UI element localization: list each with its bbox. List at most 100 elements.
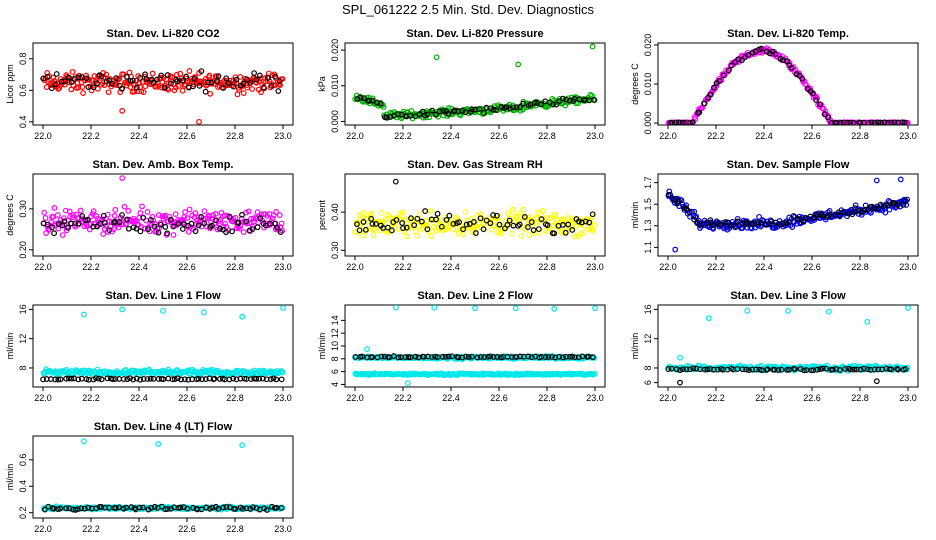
data-point xyxy=(894,202,901,209)
x-tick-label: 22.4 xyxy=(130,262,148,272)
data-point xyxy=(720,72,727,79)
data-point xyxy=(157,221,164,228)
x-tick-label: 22.4 xyxy=(130,393,148,403)
data-point xyxy=(590,354,596,361)
data-point xyxy=(80,90,86,96)
data-point xyxy=(525,353,532,360)
data-point xyxy=(369,95,376,102)
data-point xyxy=(836,212,843,219)
data-point xyxy=(402,354,409,360)
data-point xyxy=(470,229,476,236)
data-point xyxy=(356,227,363,234)
data-point xyxy=(48,85,55,92)
outlier-point xyxy=(551,305,558,312)
data-point xyxy=(100,231,107,237)
data-point xyxy=(195,375,202,382)
data-point xyxy=(853,366,860,373)
data-point xyxy=(735,56,742,63)
y-tick-label: 6 xyxy=(330,369,340,374)
data-point xyxy=(559,95,566,102)
data-point xyxy=(41,209,48,216)
y-tick-label: 1.1 xyxy=(643,241,653,254)
data-point xyxy=(231,80,237,87)
data-point xyxy=(434,210,441,217)
plot-frame xyxy=(32,435,294,519)
data-point xyxy=(244,84,251,91)
data-point xyxy=(790,213,797,219)
data-point xyxy=(432,353,439,360)
data-point xyxy=(414,215,421,222)
x-tick-label: 22.8 xyxy=(851,131,869,141)
plot-frame xyxy=(32,304,294,388)
data-point xyxy=(850,119,857,125)
y-axis-label: ml/min xyxy=(630,333,640,360)
data-point xyxy=(865,120,872,125)
data-point xyxy=(230,375,237,382)
data-point xyxy=(724,219,731,226)
data-point xyxy=(127,84,134,91)
data-point xyxy=(468,106,475,113)
data-point xyxy=(510,104,517,111)
x-tick-label: 22.2 xyxy=(707,262,725,272)
data-point xyxy=(530,227,537,234)
data-point xyxy=(472,230,479,236)
data-point xyxy=(732,223,739,230)
panel-title: Stan. Dev. Line 1 Flow xyxy=(105,290,221,302)
data-point xyxy=(239,505,246,512)
data-point xyxy=(147,375,154,382)
data-point xyxy=(421,112,428,119)
data-point xyxy=(833,120,840,125)
data-point xyxy=(183,73,189,80)
data-point xyxy=(169,218,176,225)
data-point xyxy=(490,354,497,360)
data-point xyxy=(370,232,377,238)
points-sampleflow xyxy=(665,176,911,253)
data-point xyxy=(810,90,816,97)
data-point xyxy=(101,219,108,226)
x-tick-label: 23.0 xyxy=(586,262,604,272)
data-point xyxy=(59,232,66,238)
data-point xyxy=(131,88,138,95)
data-point xyxy=(267,220,273,227)
data-point xyxy=(504,222,511,228)
data-point xyxy=(175,220,182,227)
data-point xyxy=(240,90,247,97)
outlier-point xyxy=(80,311,87,318)
data-point xyxy=(460,226,467,233)
data-point xyxy=(274,224,280,231)
data-point xyxy=(206,72,213,79)
data-point xyxy=(354,221,360,228)
data-point xyxy=(728,62,735,69)
panel-rh: Stan. Dev. Gas Stream RH 22.0 22.2 22.4 22.6… xyxy=(317,159,606,272)
data-point xyxy=(148,76,155,83)
x-tick-label: 22.6 xyxy=(490,131,508,141)
data-point xyxy=(195,222,202,229)
data-point xyxy=(84,216,91,223)
data-point xyxy=(154,76,160,83)
data-point xyxy=(137,228,144,235)
data-point xyxy=(83,75,90,82)
data-point xyxy=(885,202,892,208)
data-point xyxy=(881,202,888,209)
data-point xyxy=(63,505,70,512)
data-point xyxy=(174,78,181,84)
data-point xyxy=(161,84,168,91)
data-point xyxy=(134,88,141,95)
data-point xyxy=(679,366,686,373)
data-point xyxy=(278,368,285,374)
data-point xyxy=(279,227,286,234)
data-point xyxy=(85,84,92,90)
data-point xyxy=(51,230,58,237)
data-point xyxy=(904,196,911,203)
data-point xyxy=(55,86,62,92)
data-point xyxy=(125,207,132,214)
data-point xyxy=(207,90,214,97)
data-point xyxy=(405,354,412,361)
outlier-point xyxy=(431,305,438,311)
data-point xyxy=(273,376,280,383)
y-tick-label: 0.40 xyxy=(330,203,340,221)
data-point xyxy=(506,215,513,222)
data-point xyxy=(895,366,901,373)
data-point xyxy=(115,224,122,231)
y-tick-label: 0.020 xyxy=(643,34,653,57)
